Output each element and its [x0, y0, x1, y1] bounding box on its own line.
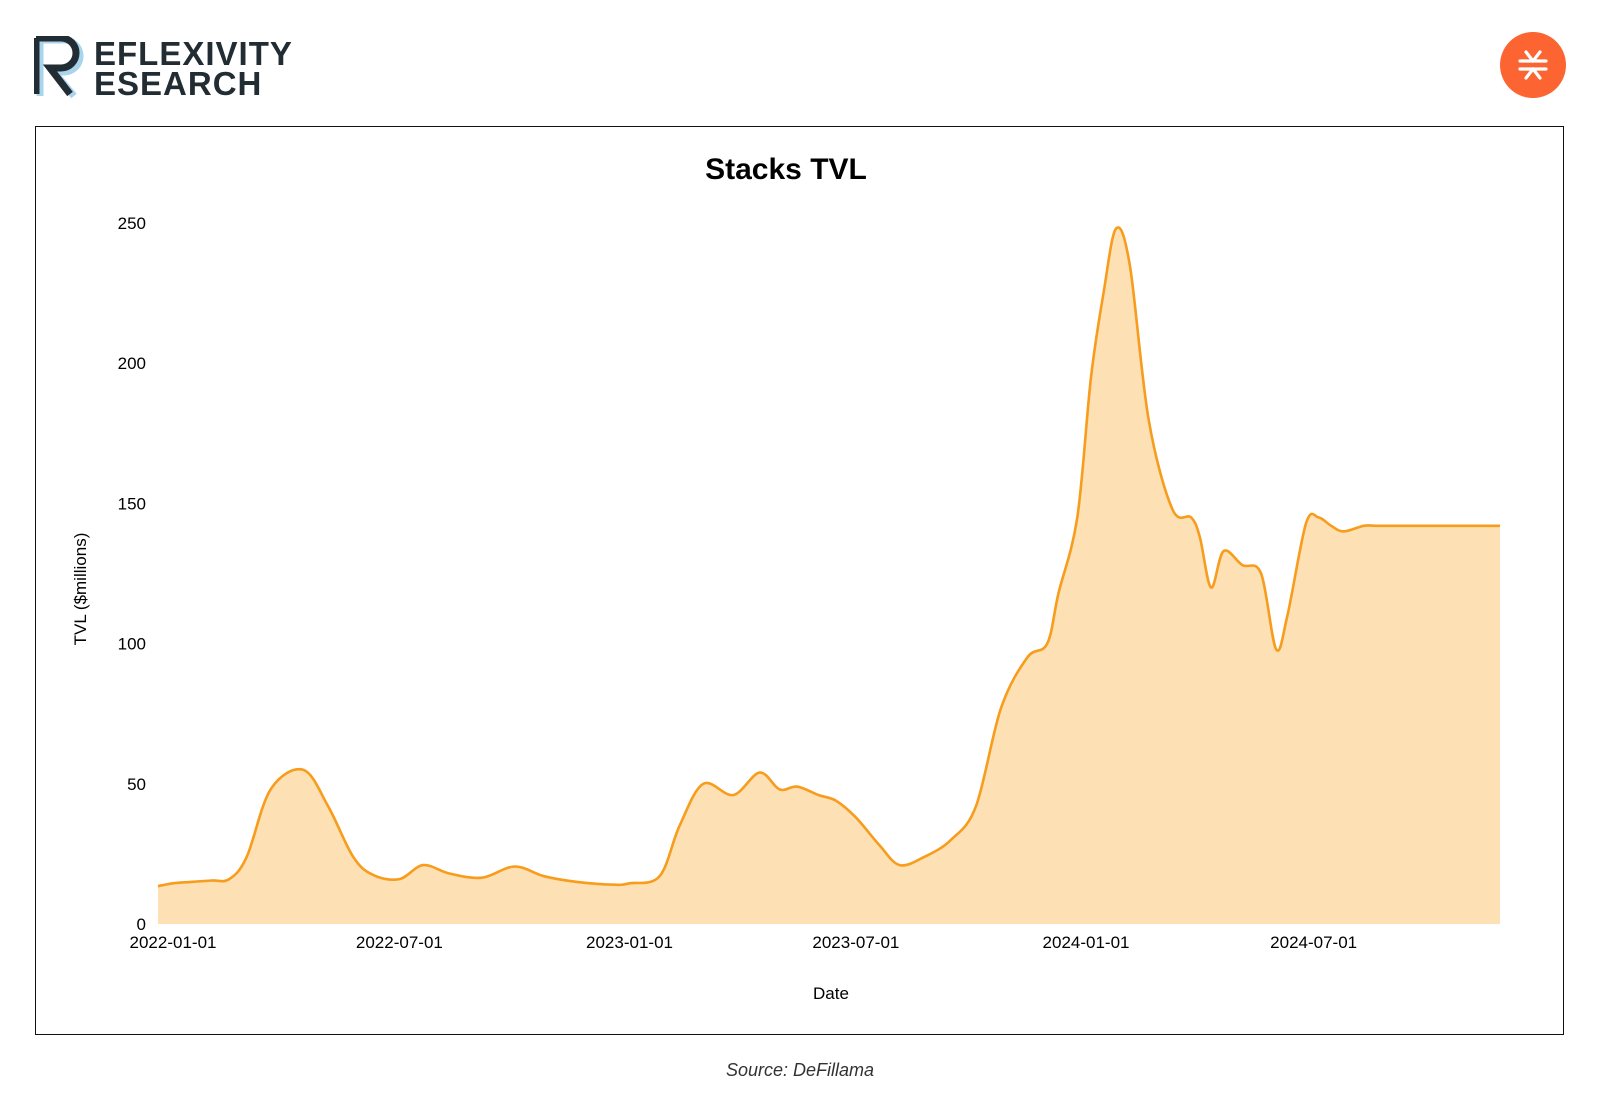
tvl-area-fill — [158, 227, 1500, 925]
y-tick-label: 250 — [118, 214, 146, 233]
y-axis-title: TVL ($millions) — [71, 533, 90, 646]
tvl-chart: Stacks TVL TVL ($millions) Date 0 50 100 15… — [71, 153, 1500, 1003]
chart-title: Stacks TVL — [705, 153, 867, 186]
y-tick-label: 100 — [118, 635, 146, 654]
chart-frame: Stacks TVL TVL ($millions) Date 0 50 100 15… — [35, 126, 1564, 1035]
reflexivity-r-logo-icon — [34, 36, 84, 99]
source-caption: Source: DeFillama — [725, 1060, 875, 1080]
tvl-series-line — [157, 226, 1500, 888]
stacks-logo-icon — [1518, 50, 1548, 80]
x-tick-label: 2022-07-01 — [356, 933, 443, 952]
stacks-logo-badge — [1500, 32, 1566, 98]
brand-name-line-2: ESEARCH — [94, 65, 263, 102]
x-tick-label: 2024-01-01 — [1043, 933, 1130, 952]
y-tick-label: 50 — [127, 775, 146, 794]
brand-name-line-1: EFLEXIVITY — [94, 35, 293, 72]
x-tick-label: 2022-01-01 — [130, 933, 217, 952]
y-tick-label: 200 — [118, 354, 146, 373]
y-axis-ticks: 0 50 100 150 200 250 — [118, 214, 146, 934]
x-tick-label: 2024-07-01 — [1270, 933, 1357, 952]
reflexivity-research-logo: EFLEXIVITY ESEARCH — [34, 34, 334, 104]
x-tick-label: 2023-01-01 — [586, 933, 673, 952]
x-tick-label: 2023-07-01 — [812, 933, 899, 952]
y-tick-label: 150 — [118, 494, 146, 513]
x-axis-ticks: 2022-01-01 2022-07-01 2023-01-01 2023-07-01… — [130, 933, 1358, 952]
x-axis-title: Date — [813, 984, 849, 1003]
y-tick-label: 0 — [137, 915, 146, 934]
